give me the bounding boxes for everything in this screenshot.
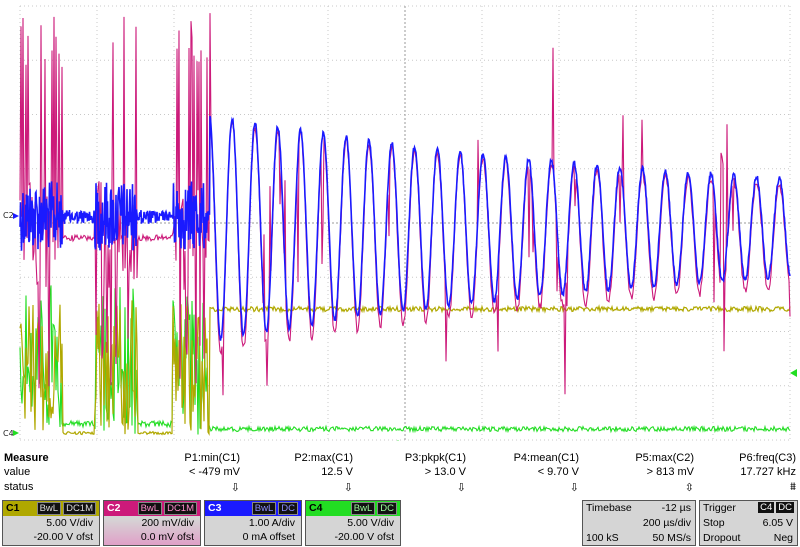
measure-p3-status: ⇩ — [456, 482, 466, 494]
measure-p4-value: < 9.70 V — [537, 466, 579, 478]
timebase-samples: 100 kS — [586, 532, 619, 544]
channel-c1-tag: C1 — [6, 502, 20, 514]
timebase-rate: 50 MS/s — [652, 532, 691, 544]
channel-c4-scale: 5.00 V/div — [347, 517, 394, 529]
measure-p4-name: P4:mean(C1) — [513, 452, 579, 464]
channel-c4-tag: C4 — [309, 502, 323, 514]
channel-c1-offset: -20.00 V ofst — [33, 531, 93, 543]
measure-p2-name: P2:max(C1) — [294, 452, 353, 464]
channel-c3-descriptor[interactable]: C3 BwL DC 1.00 A/div 0 mA offset — [204, 500, 302, 546]
channel-c4-flag-coupling: DC — [377, 502, 397, 515]
channel-c3-offset: 0 mA offset — [242, 531, 295, 543]
measure-header: Measure — [4, 452, 49, 464]
channel-c1-flag-bw: BwL — [36, 502, 62, 515]
trigger-level-arrow[interactable] — [790, 369, 797, 377]
measure-p5-status: ⇳ — [684, 482, 694, 494]
measure-p2-status: ⇩ — [343, 482, 353, 494]
trigger-position-arrow[interactable] — [394, 440, 402, 441]
channel-c4-flag-bw: BwL — [350, 502, 376, 515]
measure-value-label: value — [4, 466, 31, 478]
measure-p6-status: ⩩ — [790, 481, 796, 493]
channel-c3-flag-coupling: DC — [278, 502, 298, 515]
measure-p3-value: > 13.0 V — [424, 466, 466, 478]
trace-c4 — [19, 285, 791, 435]
channel-c3-scale: 1.00 A/div — [248, 517, 295, 529]
c4-offset-arrow[interactable] — [13, 430, 19, 436]
timebase-descriptor[interactable]: Timebase -12 µs 200 µs/div 100 kS 50 MS/… — [582, 500, 696, 546]
measure-p1-name: P1:min(C1) — [184, 452, 240, 464]
channel-c3-flag-bw: BwL — [251, 502, 277, 515]
channel-c2-flag-bw: BwL — [137, 502, 163, 515]
measure-table: Measure value status P1:min(C1) < -479 mV… — [0, 450, 800, 498]
channel-c3-tag: C3 — [208, 502, 222, 514]
measure-p4-status: ⇩ — [569, 482, 579, 494]
timebase-scale: 200 µs/div — [642, 517, 691, 529]
measure-p2-value: 12.5 V — [321, 466, 353, 478]
c2-ground-marker[interactable]: C2 — [3, 211, 14, 220]
measure-p6-name: P6:freq(C3) — [739, 452, 796, 464]
channel-c2-flag-coupling: DC1M — [164, 502, 197, 515]
measure-status-label: status — [4, 481, 34, 493]
trigger-slope: Neg — [773, 532, 793, 544]
measure-p5-name: P5:max(C2) — [635, 452, 694, 464]
waveform-display[interactable]: C2 C4 — [0, 0, 800, 441]
trigger-mode: Stop — [703, 517, 725, 529]
timebase-label: Timebase — [586, 502, 632, 514]
measure-p5-value: > 813 mV — [646, 466, 694, 478]
trigger-level: 6.05 V — [762, 517, 793, 529]
channel-c1-flag-coupling: DC1M — [63, 502, 96, 515]
channel-c4-descriptor[interactable]: C4 BwL DC 5.00 V/div -20.00 V ofst — [305, 500, 401, 546]
channel-c1-scale: 5.00 V/div — [46, 517, 93, 529]
trigger-descriptor[interactable]: Trigger C4 DC Stop 6.05 V Dropout Neg — [699, 500, 798, 546]
trigger-coupling-tag: DC — [776, 502, 794, 513]
channel-c1-descriptor[interactable]: C1 BwL DC1M 5.00 V/div -20.00 V ofst — [2, 500, 100, 546]
trace-c3 — [19, 115, 791, 341]
trigger-type: Dropout — [703, 532, 741, 544]
channel-c2-offset: 0.0 mV ofst — [140, 531, 194, 543]
trigger-label: Trigger — [703, 502, 736, 514]
c4-ground-marker[interactable]: C4 — [3, 429, 14, 438]
channel-c2-descriptor[interactable]: C2 BwL DC1M 200 mV/div 0.0 mV ofst — [103, 500, 201, 546]
c3-offset-arrow[interactable] — [13, 213, 19, 219]
channel-c2-tag: C2 — [107, 502, 121, 514]
measure-p3-name: P3:pkpk(C1) — [404, 452, 466, 464]
timebase-delay: -12 µs — [661, 502, 691, 514]
measure-p1-status: ⇩ — [230, 482, 240, 494]
measure-p6-value: 17.727 kHz — [740, 466, 796, 478]
channel-c2-scale: 200 mV/div — [141, 517, 194, 529]
measure-p1-value: < -479 mV — [188, 466, 240, 478]
channel-c4-offset: -20.00 V ofst — [334, 531, 394, 543]
trigger-source-tag: C4 — [758, 502, 775, 513]
